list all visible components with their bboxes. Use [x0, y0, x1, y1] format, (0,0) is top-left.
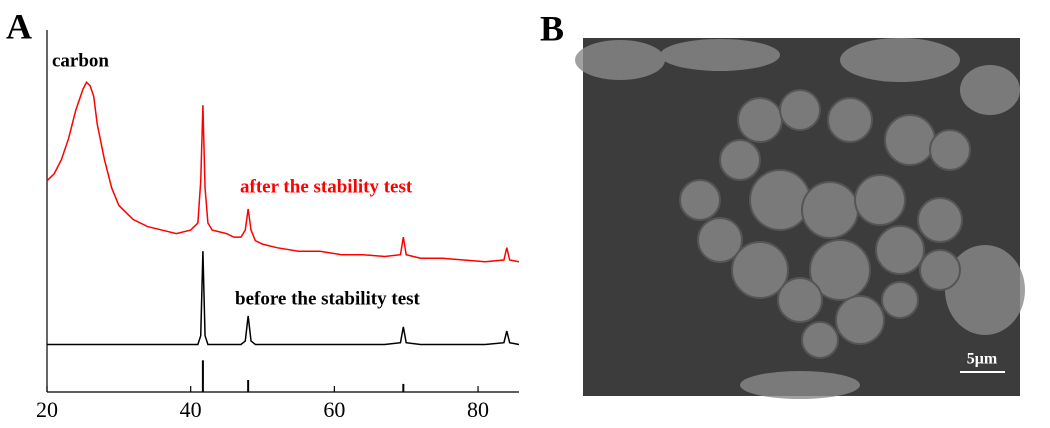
panel-label: A	[6, 6, 32, 46]
scale-bar-label: 5μm	[967, 351, 998, 368]
series-label: after the stability test	[240, 176, 413, 197]
x-tick-label: 20	[36, 397, 58, 422]
x-tick-label: 40	[180, 397, 202, 422]
series-line	[46, 80, 520, 263]
series-label: before the stability test	[235, 288, 421, 309]
x-tick-label: 80	[467, 397, 489, 422]
sem-image: 5μm	[575, 38, 1025, 399]
annotation: carbon	[52, 50, 109, 71]
x-tick-label: 60	[323, 397, 345, 422]
series-line	[47, 251, 520, 346]
panel-label: B	[540, 8, 564, 48]
